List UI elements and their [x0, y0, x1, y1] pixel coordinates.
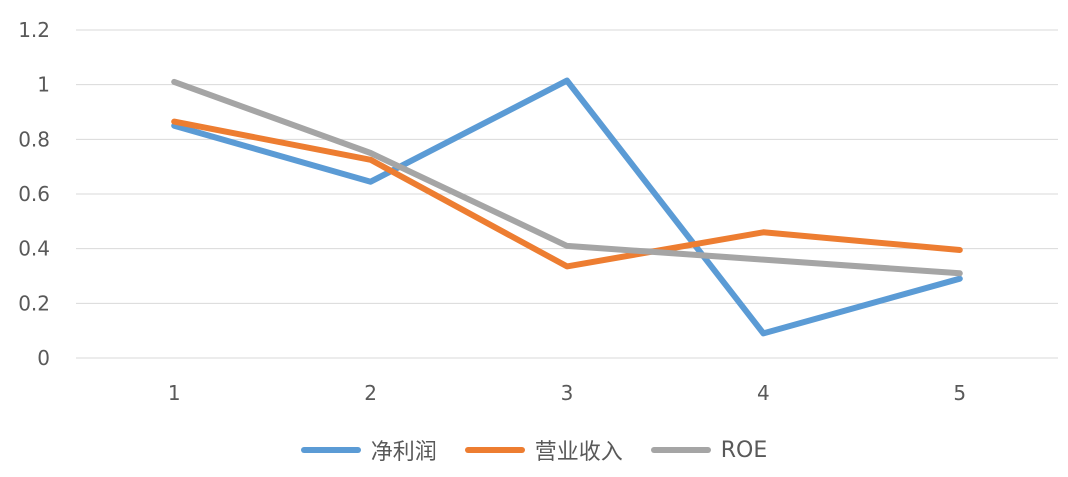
- y-tick-label: 1: [37, 73, 50, 97]
- legend-item-3: ROE: [650, 437, 768, 463]
- series-line-1: [171, 77, 963, 337]
- series-line-2: [171, 118, 963, 270]
- y-tick-label: 0.8: [18, 127, 50, 151]
- legend-swatch: [650, 447, 711, 453]
- legend: 净利润 营业收入 ROE: [0, 428, 1068, 472]
- legend-label: ROE: [720, 437, 768, 463]
- x-tick-label: 2: [364, 381, 377, 405]
- y-tick-label: 0: [37, 346, 50, 370]
- legend-label: 净利润: [370, 440, 437, 465]
- x-axis-tick-labels: 1 2 3 4 5: [168, 381, 966, 405]
- x-tick-label: 4: [757, 381, 770, 405]
- legend-item-2: 营业收入: [464, 434, 623, 466]
- legend-label: 营业收入: [534, 440, 623, 465]
- x-tick-label: 3: [561, 381, 574, 405]
- x-tick-label: 5: [953, 381, 966, 405]
- series-line-3: [171, 78, 963, 277]
- legend-swatch: [300, 447, 361, 453]
- legend-item-1: 净利润: [300, 434, 437, 466]
- y-tick-label: 0.4: [18, 237, 50, 261]
- y-tick-label: 0.2: [18, 291, 50, 315]
- y-tick-label: 0.6: [18, 182, 50, 206]
- x-tick-label: 1: [168, 381, 181, 405]
- y-tick-label: 1.2: [18, 18, 50, 42]
- y-axis-tick-labels: 0 0.2 0.4 0.6 0.8 1 1.2: [18, 18, 50, 370]
- series-lines: [171, 77, 963, 337]
- legend-swatch: [464, 447, 525, 453]
- line-chart: 0 0.2 0.4 0.6 0.8 1 1.2 1 2 3 4 5: [18, 18, 1058, 405]
